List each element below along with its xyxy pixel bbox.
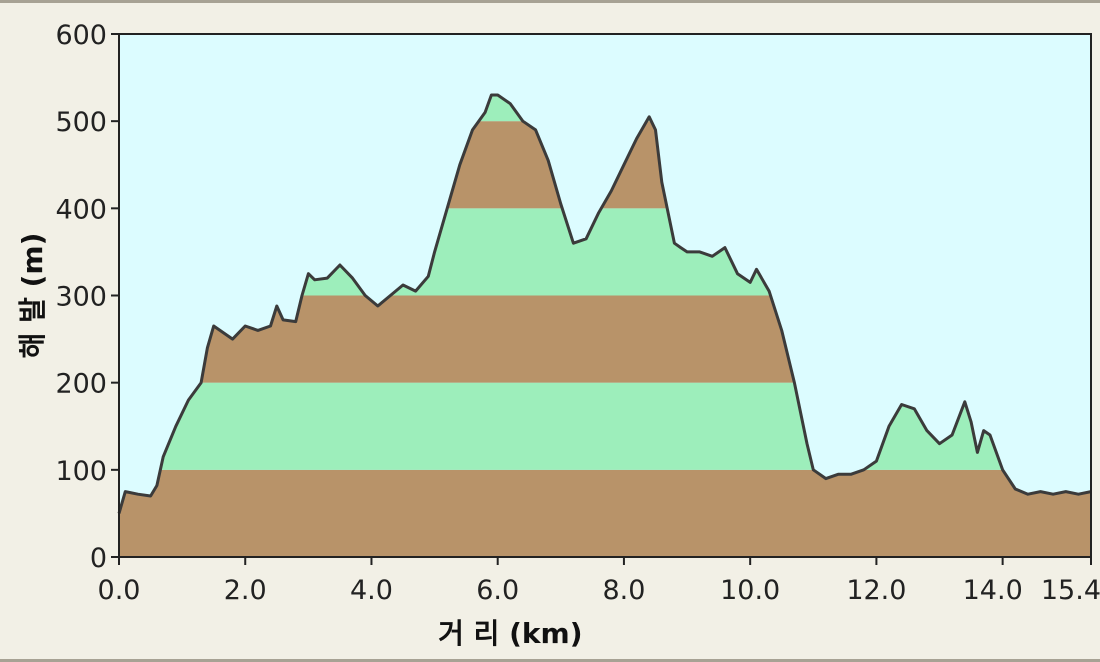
y-tick-label: 400 bbox=[55, 194, 107, 225]
x-tick-label: 12.0 bbox=[846, 575, 906, 606]
x-axis: 0.0 2.0 4.0 6.0 8.0 10.0 12.0 14.0 15.4 bbox=[98, 557, 1100, 606]
y-axis-title: 해 발 (m) bbox=[16, 233, 49, 359]
y-tick-label: 500 bbox=[55, 107, 107, 138]
elevation-profile-line bbox=[117, 93, 1092, 514]
x-tick-label: 8.0 bbox=[602, 575, 645, 606]
y-tick-label: 300 bbox=[55, 282, 107, 313]
y-tick-label: 0 bbox=[90, 543, 107, 574]
x-tick-label: 10.0 bbox=[720, 575, 780, 606]
x-tick-label: 14.0 bbox=[963, 575, 1023, 606]
y-tick-label: 600 bbox=[55, 20, 107, 51]
y-axis: 0 100 200 300 400 500 600 bbox=[55, 20, 119, 574]
x-axis-title: 거 리 (km) bbox=[438, 617, 582, 650]
x-tick-label: 4.0 bbox=[350, 575, 393, 606]
y-tick-label: 100 bbox=[55, 456, 107, 487]
elevation-band-0 bbox=[119, 469, 1091, 557]
y-tick-label: 200 bbox=[55, 369, 107, 400]
elevation-chart-svg: 0.0 2.0 4.0 6.0 8.0 10.0 12.0 14.0 15.4 0 100 200 3… bbox=[16, 20, 1100, 650]
x-tick-label: 0.0 bbox=[98, 575, 141, 606]
sky-mask bbox=[119, 34, 1091, 514]
x-tick-label: 15.4 bbox=[1041, 575, 1100, 606]
x-tick-label: 6.0 bbox=[476, 575, 519, 606]
x-tick-label: 2.0 bbox=[224, 575, 267, 606]
